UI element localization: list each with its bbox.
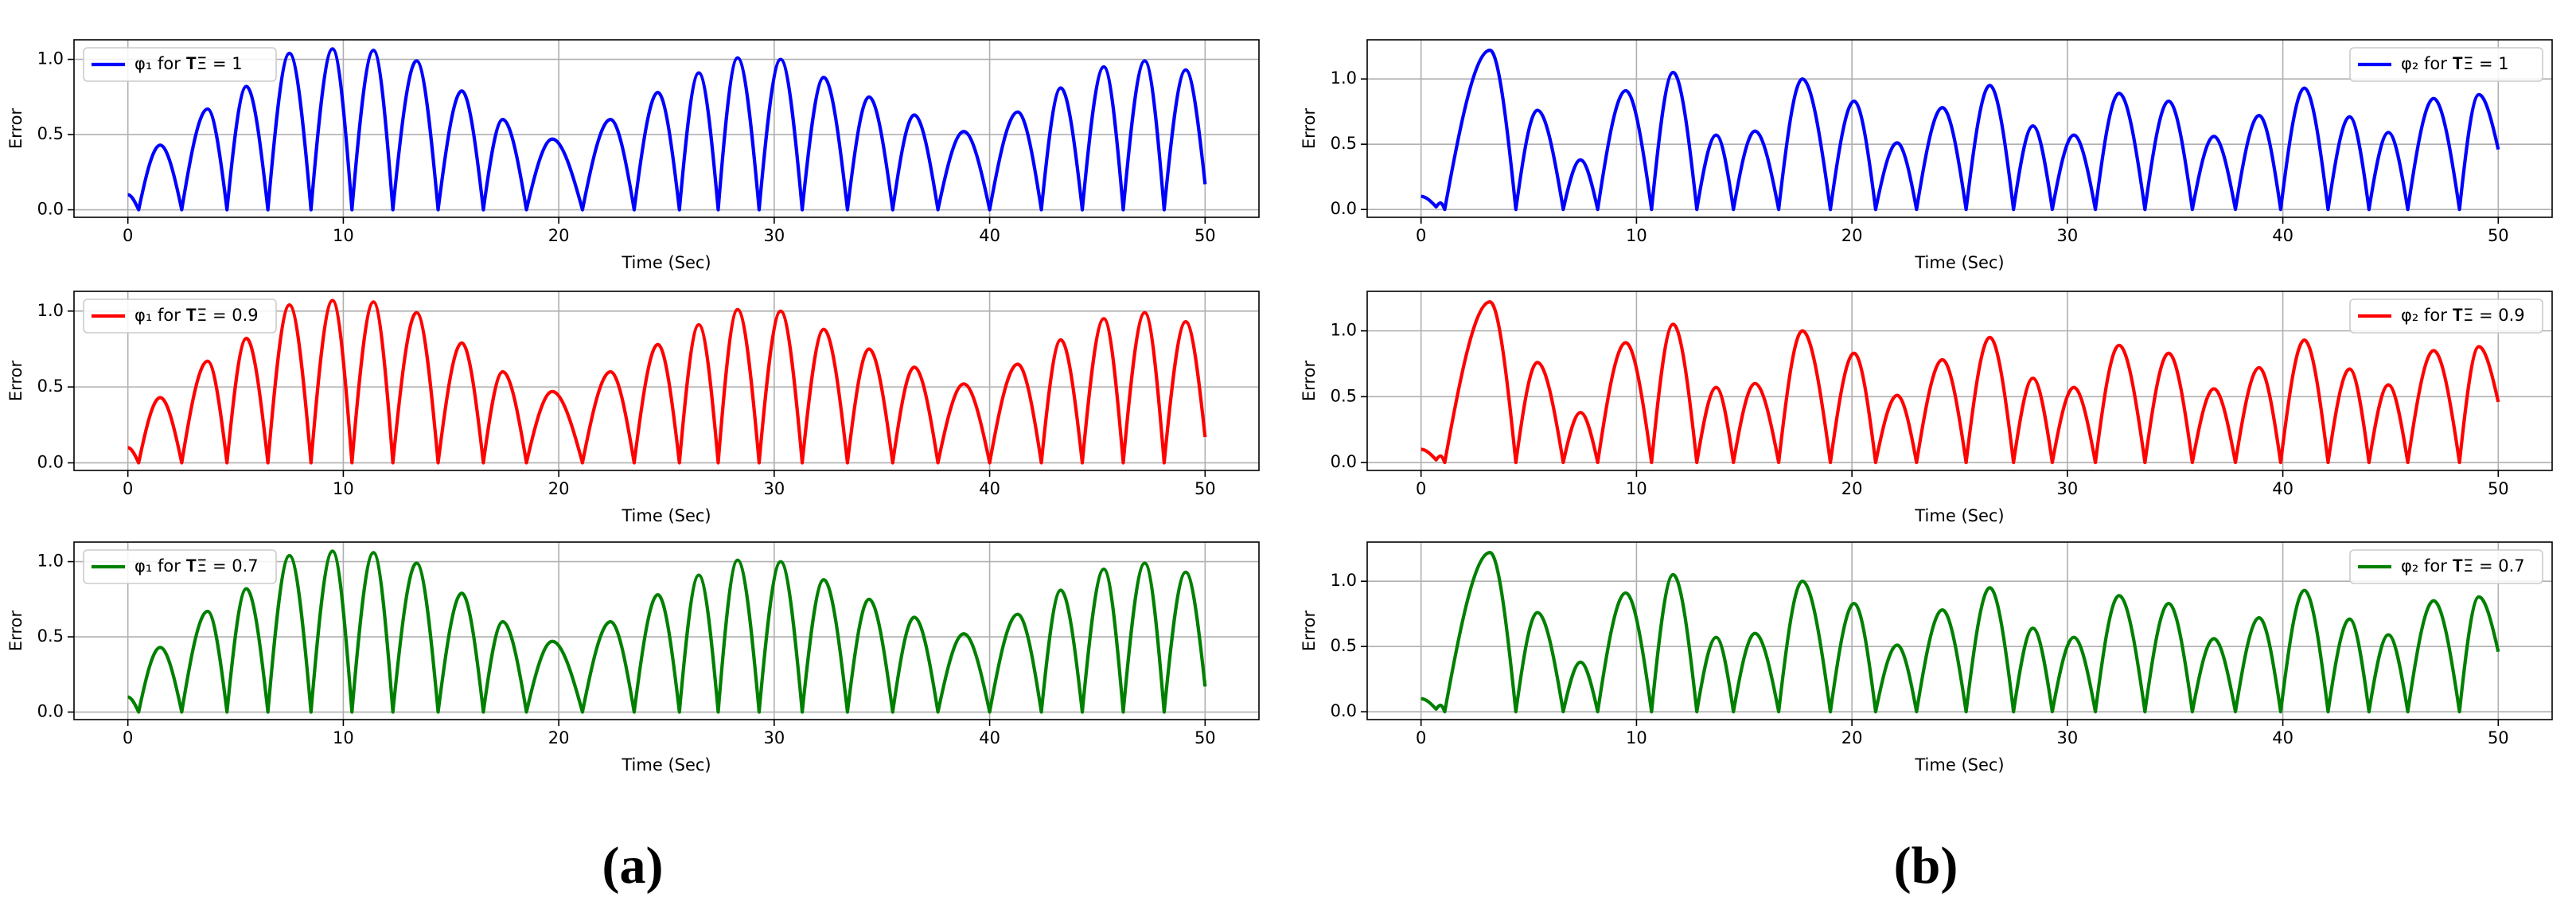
x-tick-label: 20 <box>1841 226 1863 245</box>
y-tick-label: 0.5 <box>1331 386 1357 405</box>
x-tick-label: 10 <box>1626 479 1647 498</box>
x-tick-label: 30 <box>763 479 785 498</box>
y-axis-label: Error <box>6 108 25 150</box>
x-tick-label: 50 <box>2488 728 2509 747</box>
data-line <box>1421 300 2500 465</box>
y-axis-label: Error <box>6 611 25 652</box>
x-tick-label: 30 <box>2056 728 2078 747</box>
legend-label: φ₁ for 𝐓Ξ = 0.9 <box>134 306 259 325</box>
axes-frame <box>1366 39 2553 218</box>
panel-label: (b) <box>1894 837 1958 895</box>
y-tick-label: 0.0 <box>1331 701 1357 720</box>
x-tick-label: 50 <box>2488 226 2509 245</box>
y-tick-label: 1.0 <box>1331 321 1357 340</box>
y-tick-label: 0.5 <box>37 377 64 396</box>
legend-box <box>83 299 277 334</box>
x-tick-label: 40 <box>2272 479 2293 498</box>
x-axis-label: Time (Sec) <box>621 755 711 775</box>
x-tick-label: 0 <box>123 479 133 498</box>
legend-label: φ₂ for 𝐓Ξ = 0.9 <box>2401 306 2525 325</box>
y-tick-label: 0.5 <box>37 626 64 646</box>
x-tick-label: 30 <box>763 226 785 245</box>
y-tick-label: 0.5 <box>1331 636 1357 655</box>
x-tick-label: 0 <box>1416 226 1426 245</box>
x-tick-label: 40 <box>2272 728 2293 747</box>
legend-box <box>83 47 277 82</box>
x-tick-label: 30 <box>2056 479 2078 498</box>
y-tick-label: 0.0 <box>37 702 64 721</box>
legend-label: φ₁ for 𝐓Ξ = 0.7 <box>134 556 259 576</box>
x-tick-label: 20 <box>548 479 570 498</box>
axes-frame <box>1366 291 2553 471</box>
y-tick-label: 0.0 <box>37 200 64 219</box>
y-axis-label: Error <box>6 361 25 402</box>
legend-box <box>2349 299 2543 334</box>
y-axis-label: Error <box>1300 611 1319 652</box>
x-axis-label: Time (Sec) <box>1914 506 2004 525</box>
axes-frame <box>1366 541 2553 720</box>
y-tick-label: 0.5 <box>37 124 64 143</box>
x-tick-label: 50 <box>1194 479 1216 498</box>
legend-label: φ₂ for 𝐓Ξ = 1 <box>2401 54 2509 73</box>
y-tick-label: 0.0 <box>1331 199 1357 218</box>
x-tick-label: 40 <box>2272 226 2293 245</box>
x-tick-label: 10 <box>333 728 354 747</box>
y-axis-label: Error <box>1300 108 1319 150</box>
axes-frame <box>73 39 1260 218</box>
x-tick-label: 50 <box>1194 226 1216 245</box>
x-tick-label: 20 <box>1841 479 1863 498</box>
x-tick-label: 10 <box>333 479 354 498</box>
y-tick-label: 1.0 <box>1331 68 1357 88</box>
panel-label: (a) <box>602 837 664 895</box>
x-tick-label: 20 <box>548 728 570 747</box>
y-tick-label: 1.0 <box>37 552 64 571</box>
y-tick-label: 1.0 <box>1331 571 1357 590</box>
x-tick-label: 20 <box>548 226 570 245</box>
y-tick-label: 0.0 <box>37 452 64 471</box>
legend-box <box>83 549 277 584</box>
y-tick-label: 0.0 <box>1331 452 1357 471</box>
axes-frame <box>73 541 1260 720</box>
legend-label: φ₂ for 𝐓Ξ = 0.7 <box>2401 556 2525 576</box>
y-tick-label: 1.0 <box>37 49 64 68</box>
data-line <box>127 299 1207 465</box>
x-tick-label: 50 <box>1194 728 1216 747</box>
y-tick-label: 1.0 <box>37 301 64 320</box>
x-tick-label: 0 <box>1416 728 1426 747</box>
data-line <box>1421 49 2500 212</box>
x-tick-label: 0 <box>123 728 133 747</box>
legend-box <box>2349 47 2543 82</box>
y-axis-label: Error <box>1300 361 1319 402</box>
y-tick-label: 0.5 <box>1331 134 1357 153</box>
axes-frame <box>73 291 1260 471</box>
x-axis-label: Time (Sec) <box>1914 755 2004 775</box>
x-tick-label: 20 <box>1841 728 1863 747</box>
legend-box <box>2349 549 2543 584</box>
x-tick-label: 10 <box>333 226 354 245</box>
x-tick-label: 30 <box>763 728 785 747</box>
data-line <box>1421 551 2500 714</box>
data-line <box>127 47 1207 212</box>
legend-label: φ₁ for 𝐓Ξ = 1 <box>134 54 243 73</box>
x-tick-label: 40 <box>979 728 1000 747</box>
x-tick-label: 10 <box>1626 226 1647 245</box>
x-axis-label: Time (Sec) <box>621 253 711 272</box>
x-tick-label: 0 <box>123 226 133 245</box>
x-tick-label: 50 <box>2488 479 2509 498</box>
data-line <box>127 549 1207 714</box>
x-tick-label: 10 <box>1626 728 1647 747</box>
x-tick-label: 30 <box>2056 226 2078 245</box>
x-tick-label: 0 <box>1416 479 1426 498</box>
x-tick-label: 40 <box>979 226 1000 245</box>
x-axis-label: Time (Sec) <box>1914 253 2004 272</box>
x-axis-label: Time (Sec) <box>621 506 711 525</box>
x-tick-label: 40 <box>979 479 1000 498</box>
